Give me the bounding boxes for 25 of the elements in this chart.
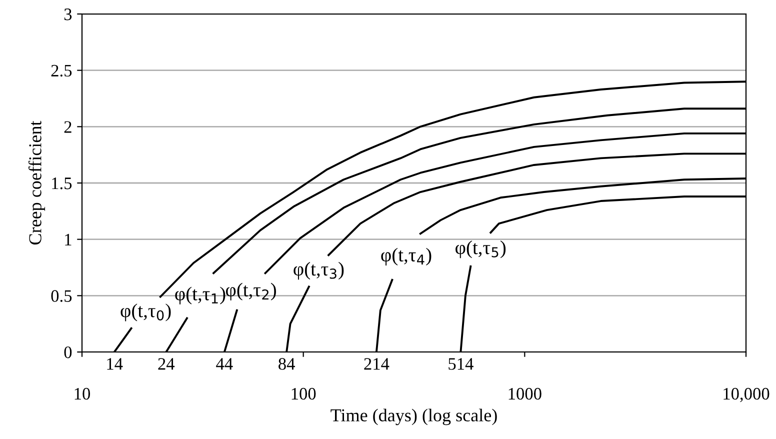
y-tick-label: 3 [64,8,72,20]
annotation: φ(t,τ$_{5}$) [456,240,506,258]
annotation: φ(t,τ$_{4}$) [381,248,432,266]
y-tick-label: 2 [64,121,72,133]
y-tick-label: 2.5 [51,64,72,77]
annotation: 44 [216,358,233,370]
x-tick-label: 1000 [508,388,542,400]
annotation: φ(t,τ$_{0}$) [120,304,171,322]
annotation: 514 [448,358,474,370]
annotation: 84 [278,358,295,370]
annotation: 24 [158,358,175,370]
annotation: φ(t,τ$_{3}$) [294,262,344,280]
y-tick-label: 0 [64,346,72,358]
y-axis-title: Creep coefficient [28,120,46,245]
y-tick-label: 0.5 [51,290,72,302]
y-tick-label: 1 [65,234,72,246]
x-tick-label: 100 [292,388,316,400]
annotation: 214 [364,358,390,370]
annotation: φ(t,τ$_{1}$) [175,286,226,304]
annotation: φ(t,τ$_{2}$) [226,282,276,300]
x-tick-label: 10 [74,388,90,400]
y-tick-label: 1.5 [52,178,72,190]
x-axis-title: Time (days) (log scale) [330,408,497,426]
x-tick-label: 10,000 [724,388,770,402]
annotation: 14 [107,358,123,370]
